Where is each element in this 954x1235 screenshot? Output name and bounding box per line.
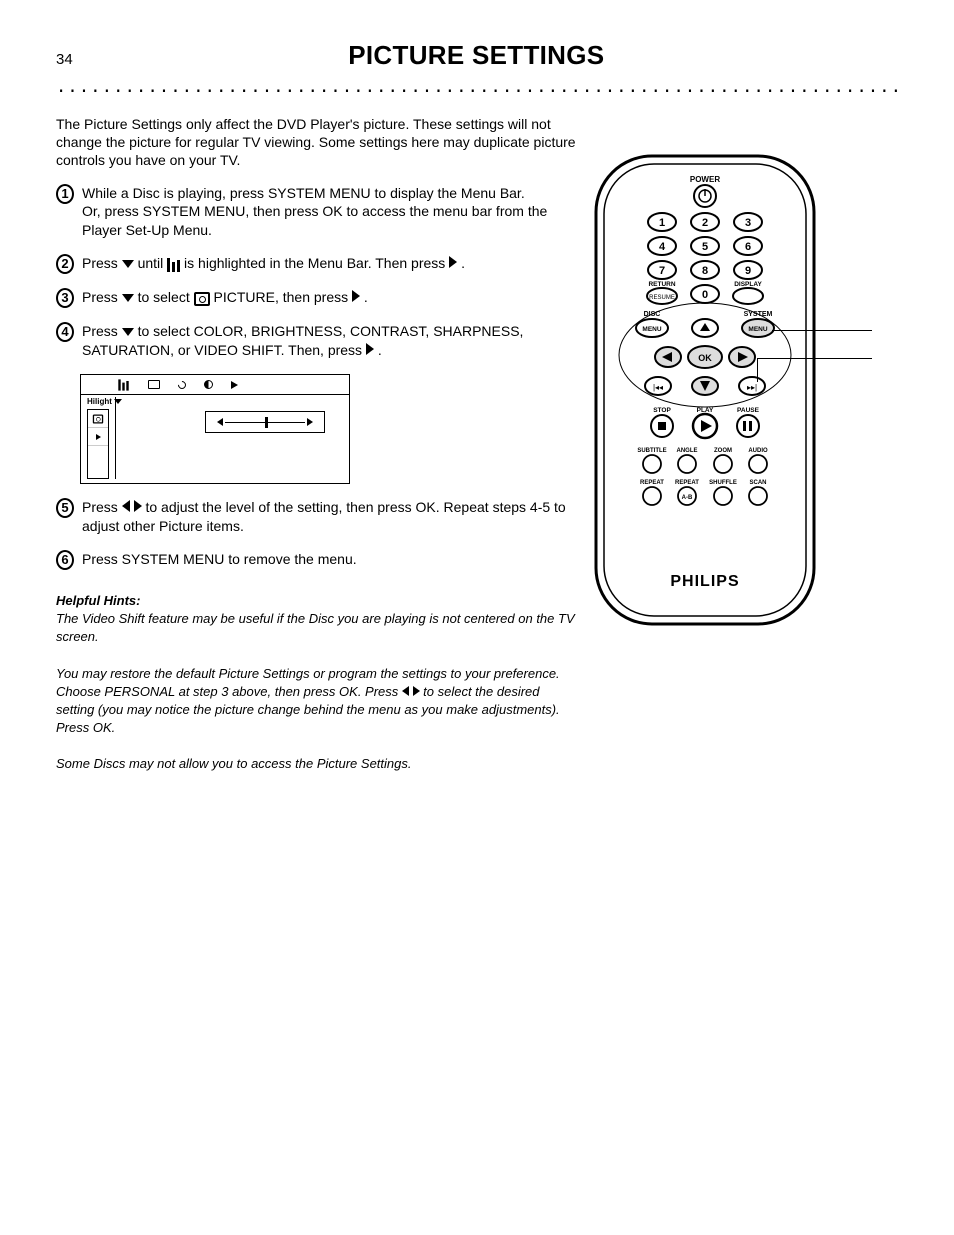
left-arrow-icon — [402, 686, 409, 696]
left-arrow-icon — [122, 500, 130, 512]
step-1a: While a Disc is playing, press SYSTEM ME… — [82, 185, 525, 201]
step-1b: Or, press SYSTEM MENU, then press OK to … — [82, 203, 547, 238]
pause-button[interactable] — [737, 415, 759, 437]
tab-screen-icon — [148, 380, 160, 389]
svg-text:SCAN: SCAN — [749, 480, 766, 486]
right-arrow-icon — [352, 290, 360, 302]
tab-adjust-icon — [118, 379, 128, 390]
svg-text:ZOOM: ZOOM — [714, 448, 732, 454]
adjustments-icon — [167, 258, 180, 272]
step-4c: . — [378, 342, 382, 358]
svg-text:5: 5 — [702, 241, 708, 253]
step-5a: Press — [82, 499, 118, 515]
step-5-marker: 5 — [56, 498, 74, 518]
svg-text:▸▸|: ▸▸| — [747, 383, 757, 392]
svg-text:7: 7 — [659, 265, 665, 277]
svg-text:0: 0 — [702, 289, 708, 301]
remote-illustration: POWER 1 2 3 4 5 6 7 8 9 0 RETURN RESUME … — [590, 150, 820, 630]
right-arrow-icon — [449, 256, 457, 268]
step-4-marker: 4 — [56, 322, 74, 342]
right-arrow-icon — [366, 343, 374, 355]
tab-speaker-icon — [231, 381, 238, 389]
step-4a: Press — [82, 323, 118, 339]
svg-text:8: 8 — [702, 265, 708, 277]
step-2d: . — [461, 255, 465, 271]
step-3b: to select — [138, 289, 190, 305]
tab-contrast-icon — [204, 380, 213, 389]
svg-text:DISPLAY: DISPLAY — [734, 281, 762, 288]
svg-text:RETURN: RETURN — [648, 281, 675, 288]
svg-text:REPEAT: REPEAT — [640, 480, 664, 486]
screenshot-rail — [87, 409, 109, 479]
step-3-marker: 3 — [56, 288, 74, 308]
svg-text:ANGLE: ANGLE — [677, 448, 698, 454]
svg-text:MENU: MENU — [748, 326, 767, 333]
display-button[interactable] — [733, 288, 763, 304]
brand-label: PHILIPS — [670, 573, 739, 590]
right-arrow-icon — [413, 686, 420, 696]
svg-text:STOP: STOP — [653, 407, 671, 414]
svg-text:4: 4 — [659, 241, 666, 253]
svg-text:SHUFFLE: SHUFFLE — [709, 480, 737, 486]
subtitle-button[interactable] — [643, 455, 661, 473]
down-arrow-icon — [122, 260, 134, 268]
step-4b: to select COLOR, BRIGHTNESS, CONTRAST, S… — [82, 323, 523, 358]
slider-control — [205, 411, 325, 433]
svg-text:REPEAT: REPEAT — [675, 480, 699, 486]
svg-text:OK: OK — [698, 353, 712, 363]
down-arrow-icon — [122, 294, 134, 302]
svg-text:PAUSE: PAUSE — [737, 407, 760, 414]
step-2b: until — [138, 255, 164, 271]
right-arrow-icon — [134, 500, 142, 512]
tab-moon-icon — [176, 379, 187, 390]
power-label: POWER — [690, 175, 720, 184]
scan-button[interactable] — [749, 487, 767, 505]
lead-paragraph: The Picture Settings only affect the DVD… — [56, 115, 578, 170]
page-title: PICTURE SETTINGS — [348, 40, 604, 71]
step-2c: is highlighted in the Menu Bar. Then pre… — [184, 255, 445, 271]
step-2-marker: 2 — [56, 254, 74, 274]
hint-1: The Video Shift feature may be useful if… — [56, 611, 575, 644]
angle-button[interactable] — [678, 455, 696, 473]
repeat-button[interactable] — [643, 487, 661, 505]
svg-text:9: 9 — [745, 265, 751, 277]
svg-text:3: 3 — [745, 217, 751, 229]
menu-screenshot: Hilight — [80, 374, 350, 484]
step-1-marker: 1 — [56, 184, 74, 204]
callout-tail — [757, 358, 758, 382]
zoom-button[interactable] — [714, 455, 732, 473]
callout-line-ok-nav — [758, 358, 872, 359]
step-5b: to adjust the level of the setting, then… — [82, 499, 566, 534]
picture-icon — [194, 292, 210, 306]
svg-text:A-B: A-B — [682, 495, 693, 501]
svg-text:|◂◂: |◂◂ — [653, 383, 663, 392]
divider-dots: ........................................… — [56, 77, 898, 97]
step-6-marker: 6 — [56, 550, 74, 570]
shuffle-button[interactable] — [714, 487, 732, 505]
svg-text:MENU: MENU — [642, 326, 661, 333]
helpful-hints: Helpful Hints: The Video Shift feature m… — [56, 592, 578, 774]
svg-text:1: 1 — [659, 217, 665, 229]
callout-line-system-menu — [772, 330, 872, 331]
svg-text:AUDIO: AUDIO — [748, 448, 768, 454]
step-2a: Press — [82, 255, 118, 271]
down-arrow-icon — [122, 328, 134, 336]
step-3d: . — [364, 289, 368, 305]
step-3c: PICTURE, then press — [214, 289, 349, 305]
audio-button[interactable] — [749, 455, 767, 473]
svg-text:2: 2 — [702, 217, 708, 229]
hint-3: Some Discs may not allow you to access t… — [56, 756, 412, 771]
svg-text:6: 6 — [745, 241, 751, 253]
svg-text:SUBTITLE: SUBTITLE — [637, 448, 666, 454]
page-number: 34 — [56, 51, 73, 68]
hints-title: Helpful Hints: — [56, 593, 141, 608]
svg-text:RESUME: RESUME — [649, 295, 675, 301]
sound-icon — [96, 434, 101, 440]
step-6: Press SYSTEM MENU to remove the menu. — [82, 551, 357, 567]
step-3a: Press — [82, 289, 118, 305]
